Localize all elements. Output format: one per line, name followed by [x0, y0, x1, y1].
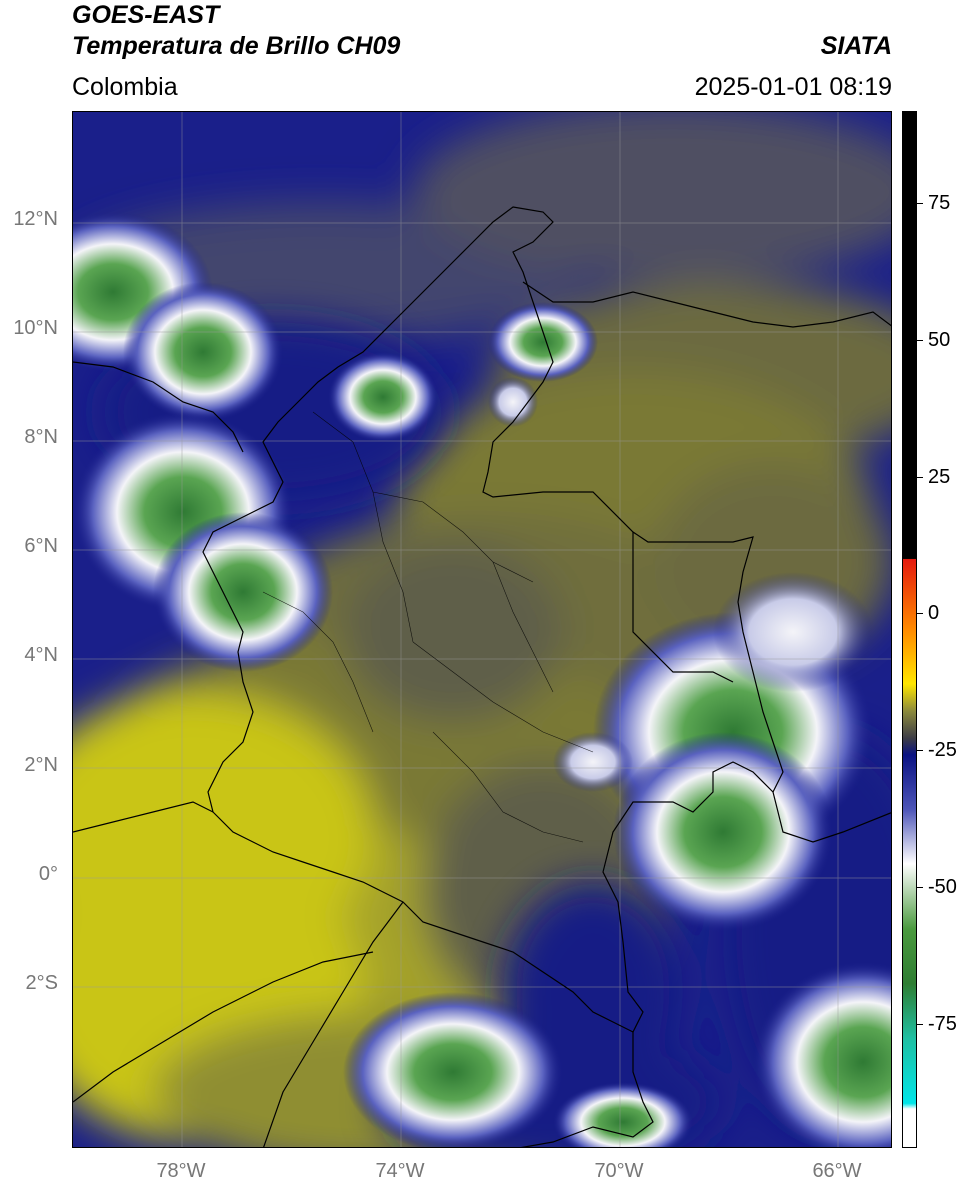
- colorbar: [902, 111, 917, 1148]
- colorbar-label-25: 25: [928, 466, 951, 488]
- lat-label-0: 0°: [38, 863, 58, 885]
- lat-label-12n: 12°N: [13, 208, 58, 230]
- colorbar-label-75: 75: [928, 192, 951, 214]
- source-label: SIATA: [820, 32, 892, 60]
- lon-label-78w: 78°W: [156, 1160, 206, 1182]
- lat-label-8n: 8°N: [24, 426, 58, 448]
- lon-label-70w: 70°W: [594, 1160, 644, 1182]
- map-gridlines: [73, 112, 891, 1147]
- lon-label-74w: 74°W: [375, 1160, 425, 1182]
- department-borders: [262, 411, 594, 843]
- product-name: Temperatura de Brillo CH09: [72, 32, 401, 60]
- colorbar-tick: [917, 887, 923, 888]
- map-title: GOES-EAST Temperatura de Brillo CH09: [72, 0, 400, 62]
- colorbar-label-minus75: -75: [928, 1013, 957, 1035]
- lat-label-2s: 2°S: [25, 972, 58, 994]
- lat-label-4n: 4°N: [24, 644, 58, 666]
- colorbar-label-50: 50: [928, 329, 951, 351]
- colorbar-label-0: 0: [928, 602, 940, 624]
- lat-label-6n: 6°N: [24, 535, 58, 557]
- colorbar-tick: [917, 613, 923, 614]
- colorbar-tick: [917, 203, 923, 204]
- colorbar-label-minus25: -25: [928, 739, 957, 761]
- colorbar-tick: [917, 340, 923, 341]
- country-borders: [73, 206, 891, 1147]
- satellite-map[interactable]: [72, 111, 892, 1148]
- satellite-imagery: [73, 112, 891, 1147]
- colorbar-tick: [917, 750, 923, 751]
- colorbar-label-minus50: -50: [928, 876, 957, 898]
- datetime-label: 2025-01-01 08:19: [694, 73, 892, 101]
- satellite-name: GOES-EAST: [72, 1, 220, 29]
- region-label: Colombia: [72, 73, 178, 101]
- colorbar-tick: [917, 477, 923, 478]
- colorbar-tick: [917, 1024, 923, 1025]
- lat-label-10n: 10°N: [13, 317, 58, 339]
- lat-label-2n: 2°N: [24, 754, 58, 776]
- lon-label-66w: 66°W: [812, 1160, 862, 1182]
